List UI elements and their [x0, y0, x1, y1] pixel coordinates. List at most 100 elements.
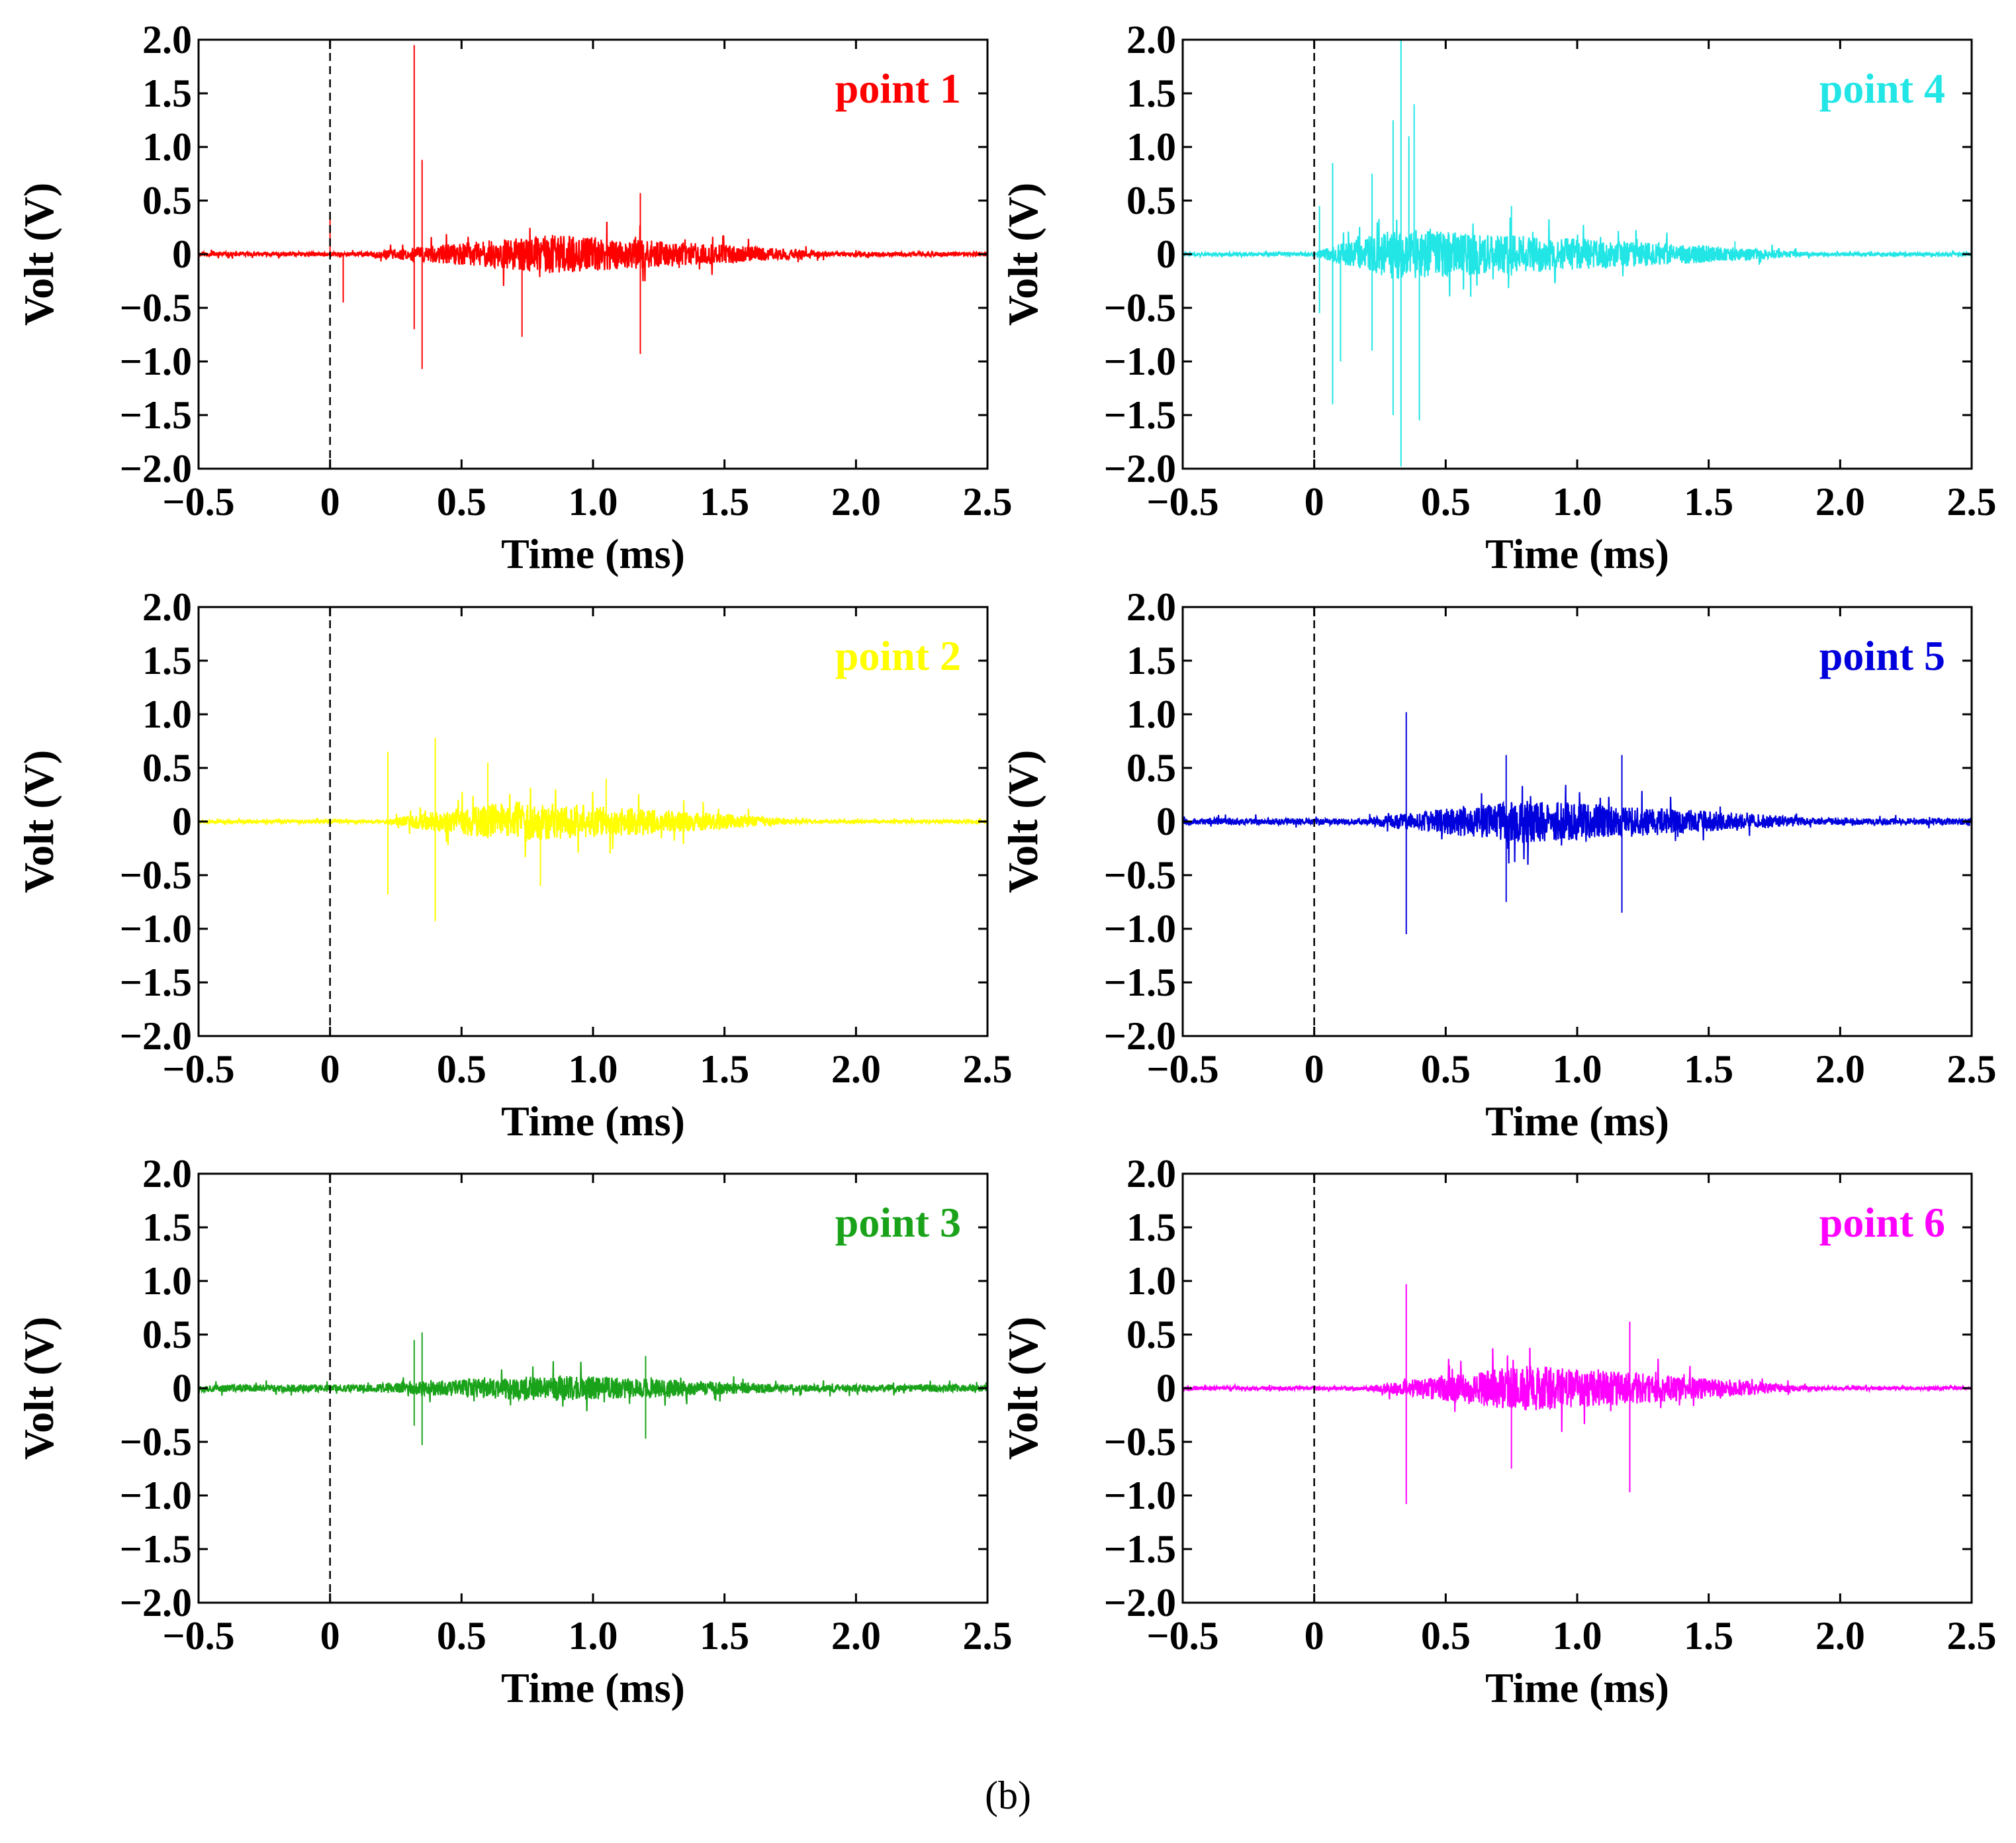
y-tick-label: 2.0 — [142, 18, 192, 62]
y-tick-label: −1.0 — [120, 340, 192, 383]
x-tick-label: 1.0 — [569, 1614, 618, 1658]
x-tick-label: 1.5 — [700, 480, 749, 524]
y-tick-label: 2.0 — [1126, 585, 1176, 629]
y-tick-label: −1.5 — [120, 961, 192, 1004]
y-tick-label: 0.5 — [1126, 746, 1176, 790]
y-tick-label: −1.0 — [1104, 907, 1176, 951]
x-tick-label: −0.5 — [162, 480, 234, 524]
x-tick-label: 2.5 — [963, 480, 1013, 524]
y-tick-label: 2.0 — [1126, 18, 1176, 62]
y-tick-label: 0 — [172, 232, 192, 276]
x-tick-label: 2.0 — [1815, 480, 1865, 524]
x-tick-label: 1.5 — [1684, 1047, 1733, 1091]
signal-trace — [199, 221, 987, 287]
y-tick-label: 1.5 — [142, 1205, 192, 1249]
point-label: point 1 — [835, 65, 961, 112]
x-tick-label: 2.0 — [831, 480, 881, 524]
y-tick-label: 1.5 — [142, 639, 192, 683]
x-tick-label: 0 — [320, 1047, 340, 1091]
y-tick-label: 0.5 — [1126, 179, 1176, 222]
x-tick-label: 2.5 — [963, 1047, 1013, 1091]
x-tick-label: −0.5 — [162, 1047, 234, 1091]
y-tick-label: 1.5 — [1126, 639, 1176, 683]
x-tick-label: 0 — [320, 480, 340, 524]
x-axis-label: Time (ms) — [1485, 530, 1669, 577]
y-tick-label: 1.0 — [1126, 692, 1176, 736]
x-tick-label: 0.5 — [437, 480, 486, 524]
x-tick-label: 2.5 — [1947, 1614, 1997, 1658]
y-tick-label: −2.0 — [1104, 1014, 1176, 1058]
x-tick-label: 0 — [1305, 1047, 1324, 1091]
x-tick-label: −0.5 — [1146, 1047, 1218, 1091]
y-tick-label: 1.5 — [1126, 1205, 1176, 1249]
x-tick-label: 2.5 — [1947, 1047, 1997, 1091]
x-axis-label: Time (ms) — [501, 1664, 685, 1711]
x-tick-label: −0.5 — [1146, 1614, 1218, 1658]
x-tick-label: 0 — [320, 1614, 340, 1658]
y-tick-label: 0 — [1156, 1366, 1176, 1410]
x-tick-label: 1.5 — [1684, 1614, 1733, 1658]
signal-trace — [199, 1361, 987, 1411]
y-tick-label: 0.5 — [142, 1313, 192, 1356]
y-tick-label: −1.5 — [120, 393, 192, 437]
y-tick-label: 1.5 — [1126, 71, 1176, 115]
y-tick-label: 2.0 — [142, 1152, 192, 1196]
figure-caption: (b) — [985, 1773, 1031, 1817]
y-tick-label: 0.5 — [142, 746, 192, 790]
x-tick-label: 1.5 — [700, 1614, 749, 1658]
x-tick-label: 1.5 — [1684, 480, 1733, 524]
signal-trace — [1183, 784, 1972, 865]
x-tick-label: 1.0 — [569, 1047, 618, 1091]
y-axis-label: Volt (V) — [999, 183, 1046, 326]
y-tick-label: 1.0 — [1126, 125, 1176, 169]
y-axis-label: Volt (V) — [15, 1317, 62, 1460]
point-label: point 3 — [835, 1199, 961, 1246]
x-tick-label: 0.5 — [1421, 1614, 1471, 1658]
y-tick-label: −1.5 — [1104, 1527, 1176, 1571]
y-tick-label: −2.0 — [120, 1014, 192, 1058]
x-tick-label: −0.5 — [1146, 480, 1218, 524]
y-tick-label: 1.5 — [142, 71, 192, 115]
y-tick-label: 1.0 — [142, 125, 192, 169]
point-label: point 4 — [1819, 65, 1945, 112]
y-tick-label: −0.5 — [120, 286, 192, 330]
x-tick-label: −0.5 — [162, 1614, 234, 1658]
x-tick-label: 0.5 — [1421, 480, 1471, 524]
x-tick-label: 2.5 — [1947, 480, 1997, 524]
y-tick-label: 1.0 — [142, 1259, 192, 1303]
x-axis-label: Time (ms) — [1485, 1098, 1669, 1145]
panel-4: −0.5 0 0.5 1.0 1.5 2.0 2.5 2.0 1.5 1.0 0.5 0 −0.5 −1.… — [999, 18, 1997, 577]
point-label: point 6 — [1819, 1199, 1945, 1246]
y-tick-label: −1.5 — [120, 1527, 192, 1571]
x-axis-label: Time (ms) — [1485, 1664, 1669, 1711]
x-tick-label: 0.5 — [437, 1614, 486, 1658]
y-tick-label: −1.0 — [1104, 1474, 1176, 1517]
x-tick-label: 1.0 — [1553, 1047, 1602, 1091]
y-tick-label: −1.5 — [1104, 393, 1176, 437]
y-tick-label: −1.0 — [1104, 340, 1176, 383]
x-tick-label: 0.5 — [437, 1047, 486, 1091]
x-tick-label: 1.0 — [569, 480, 618, 524]
point-label: point 5 — [1819, 632, 1945, 679]
y-axis-label: Volt (V) — [999, 1317, 1046, 1460]
y-tick-label: −2.0 — [120, 1581, 192, 1625]
y-tick-label: −1.5 — [1104, 961, 1176, 1004]
y-tick-label: −0.5 — [1104, 286, 1176, 330]
panel-1: −0.5 0 0.5 1.0 1.5 2.0 2.5 2.0 1.5 1.0 0.5 0 −0.5 −1.… — [15, 18, 1013, 577]
y-tick-label: 2.0 — [1126, 1152, 1176, 1196]
x-axis-label: Time (ms) — [501, 1098, 685, 1145]
x-tick-label: 2.5 — [963, 1614, 1013, 1658]
point-label: point 2 — [835, 632, 961, 679]
x-tick-label: 2.0 — [831, 1614, 881, 1658]
x-tick-label: 2.0 — [831, 1047, 881, 1091]
y-tick-label: 0.5 — [142, 179, 192, 222]
x-tick-label: 1.0 — [1553, 1614, 1602, 1658]
y-tick-label: −2.0 — [1104, 1581, 1176, 1625]
y-tick-label: −1.0 — [120, 907, 192, 951]
y-tick-label: −2.0 — [120, 447, 192, 491]
x-tick-label: 1.0 — [1553, 480, 1602, 524]
y-tick-label: 1.0 — [1126, 1259, 1176, 1303]
x-tick-label: 2.0 — [1815, 1614, 1865, 1658]
y-tick-label: 1.0 — [142, 692, 192, 736]
